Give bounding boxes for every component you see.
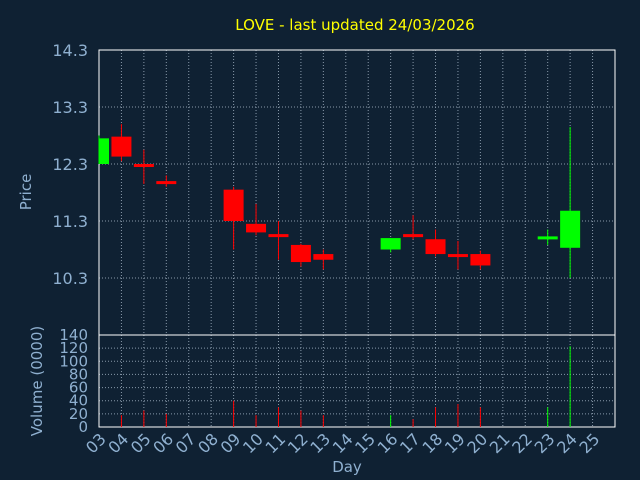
candle-body (156, 181, 177, 185)
candle-body (99, 138, 109, 164)
price-panel: 14.3 13.3 12.3 11.3 10.3 (52, 41, 616, 336)
price-tick-label: 11.3 (52, 212, 88, 231)
candle-body (425, 239, 446, 255)
x-axis-label: Day (332, 458, 362, 476)
volume-tick-label: 140 (59, 326, 88, 344)
price-tick-label: 10.3 (52, 269, 88, 288)
candle-body (537, 236, 558, 240)
candle-body (380, 238, 401, 250)
volume-tick-label: 100 (59, 352, 88, 370)
price-tick-labels: 14.3 13.3 12.3 11.3 10.3 (52, 41, 88, 288)
volume-bars (120, 346, 571, 427)
candle-body (268, 234, 289, 238)
volume-tick-label: 80 (69, 365, 88, 383)
candle-body (246, 223, 267, 233)
price-tick-label: 14.3 (52, 41, 88, 60)
candle-body (133, 164, 154, 167)
price-tick-label: 13.3 (52, 98, 88, 117)
volume-tick-label: 0 (78, 418, 88, 436)
y-axis-label: Price (17, 174, 35, 211)
volume-tick-label: 20 (69, 405, 88, 423)
candle-body (447, 254, 468, 258)
x-tick-labels: 0304050607080910111213141516171819202122… (82, 429, 603, 457)
candle-body (111, 136, 132, 157)
candle-body (403, 234, 424, 238)
volume-axis-label: Volume (0000) (28, 326, 46, 436)
candles (98, 124, 581, 278)
chart-title: LOVE - last updated 24/03/2026 (235, 16, 474, 34)
price-grid (99, 49, 615, 335)
price-tick-label: 12.3 (52, 155, 88, 174)
volume-plot-frame (98, 334, 616, 428)
candle-body (560, 210, 581, 248)
candle-body (223, 189, 244, 221)
candle-body (470, 254, 491, 266)
candle-body (313, 254, 334, 260)
volume-tick-label: 60 (69, 379, 88, 397)
volume-tick-label: 120 (59, 339, 88, 357)
volume-tick-label: 40 (69, 392, 88, 410)
candle-body (290, 244, 311, 263)
